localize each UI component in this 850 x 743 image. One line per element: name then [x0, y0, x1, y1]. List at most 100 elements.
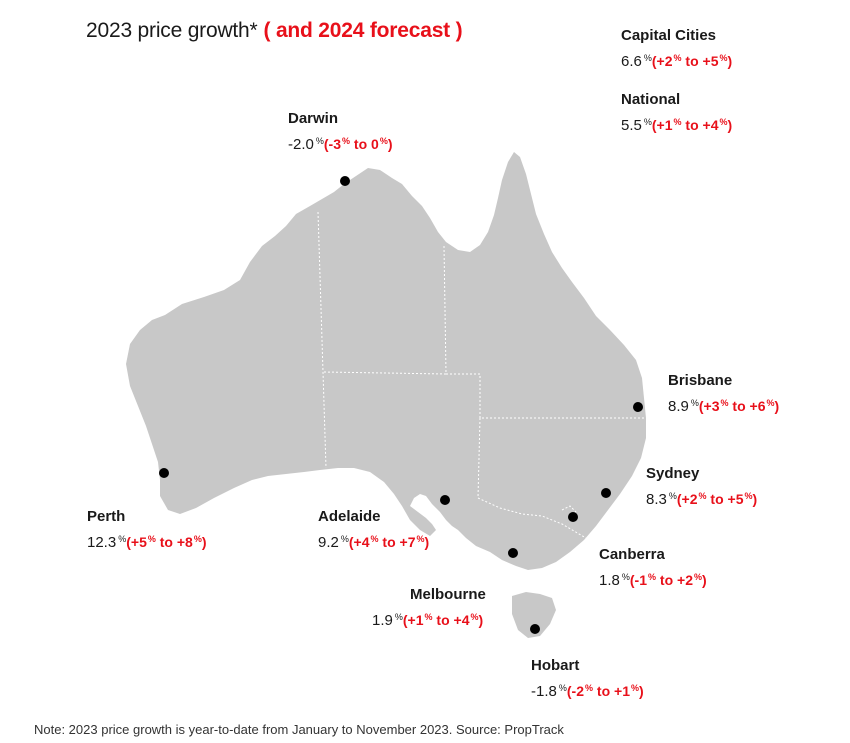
forecast-high: +5	[727, 491, 744, 507]
label-value-line: 5.5 %(+1% to +4%)	[621, 117, 732, 134]
percent-sign: %	[193, 534, 202, 544]
marker-canberra	[568, 512, 578, 522]
range-word: to	[685, 117, 699, 133]
mainland-australia	[126, 152, 646, 570]
growth-value: -2.0	[288, 136, 314, 153]
forecast-low: +5	[130, 534, 147, 550]
percent-sign: %	[585, 683, 594, 693]
growth-value: 6.6	[621, 53, 642, 70]
percent-sign: %	[379, 136, 388, 146]
label-darwin: Darwin -2.0 %(-3% to 0%)	[288, 111, 393, 152]
growth-value: -1.8	[531, 683, 557, 700]
marker-sydney	[601, 488, 611, 498]
marker-adelaide	[440, 495, 450, 505]
percent-sign: %	[648, 572, 657, 582]
percent-sign: %	[643, 117, 652, 127]
label-name: Melbourne	[410, 586, 486, 603]
forecast-range: (+4% to +7%)	[349, 534, 429, 550]
percent-sign: %	[370, 534, 379, 544]
percent-sign: %	[315, 136, 324, 146]
forecast-range: (-1% to +2%)	[630, 572, 707, 588]
forecast-low: +3	[703, 398, 720, 414]
forecast-range: (+3% to +6%)	[699, 398, 779, 414]
label-value-line: 8.3 %(+2% to +5%)	[646, 491, 757, 508]
paren-open: (	[126, 534, 131, 550]
forecast-range: (-2% to +1%)	[567, 683, 644, 699]
paren-close: )	[702, 572, 707, 588]
paren-close: )	[201, 534, 207, 550]
forecast-high: +4	[702, 117, 719, 133]
label-brisbane: Brisbane 8.9 %(+3% to +6%)	[668, 373, 779, 414]
forecast-low: +1	[407, 612, 424, 628]
forecast-range: (+1% to +4%)	[652, 117, 732, 133]
forecast-high: +1	[614, 683, 630, 699]
forecast-high: +5	[702, 53, 719, 69]
forecast-low: +4	[353, 534, 370, 550]
forecast-low: +2	[681, 491, 698, 507]
range-word: to	[710, 491, 724, 507]
border-nsw-vic	[477, 497, 587, 539]
percent-sign: %	[766, 398, 775, 408]
summary-national: National 5.5 %(+1% to +4%)	[621, 92, 732, 133]
forecast-range: (+1% to +4%)	[403, 612, 483, 628]
map-title: 2023 price growth*( and 2024 forecast )	[86, 19, 463, 43]
percent-sign: %	[416, 534, 425, 544]
label-name: Canberra	[599, 546, 665, 563]
label-value-line: 8.9 %(+3% to +6%)	[668, 398, 779, 415]
forecast-high: +7	[399, 534, 416, 550]
range-word: to	[382, 534, 396, 550]
paren-close: )	[639, 683, 644, 699]
range-word: to	[436, 612, 450, 628]
label-name: Perth	[87, 508, 126, 525]
percent-sign: %	[621, 572, 630, 582]
percent-sign: %	[424, 612, 433, 622]
paren-close: )	[478, 612, 484, 628]
forecast-low: -2	[571, 683, 584, 699]
tasmania	[512, 592, 556, 638]
range-word: to	[659, 572, 674, 588]
percent-sign: %	[673, 117, 682, 127]
paren-close: )	[424, 534, 430, 550]
label-name: Capital Cities	[621, 27, 717, 44]
marker-melbourne	[508, 548, 518, 558]
label-sydney: Sydney 8.3 %(+2% to +5%)	[646, 466, 757, 507]
forecast-range: (-3% to 0%)	[324, 136, 393, 152]
percent-sign: %	[394, 612, 403, 622]
label-value-line: 1.8 %(-1% to +2%)	[599, 572, 707, 589]
forecast-high: +8	[176, 534, 193, 550]
forecast-high: +4	[453, 612, 470, 628]
paren-close: )	[727, 117, 733, 133]
label-value-line: -1.8 %(-2% to +1%)	[531, 683, 644, 700]
paren-close: )	[727, 53, 733, 69]
percent-sign: %	[744, 491, 753, 501]
percent-sign: %	[340, 534, 349, 544]
marker-brisbane	[633, 402, 643, 412]
forecast-range: (+2% to +5%)	[652, 53, 732, 69]
paren-close: )	[752, 491, 758, 507]
growth-value: 8.9	[668, 398, 689, 415]
label-canberra: Canberra 1.8 %(-1% to +2%)	[599, 547, 707, 588]
percent-sign: %	[643, 53, 652, 63]
range-word: to	[685, 53, 699, 69]
marker-hobart	[530, 624, 540, 634]
growth-value: 12.3	[87, 534, 117, 551]
paren-open: (	[698, 398, 704, 414]
percent-sign: %	[668, 491, 677, 501]
percent-sign: %	[719, 117, 728, 127]
forecast-range: (+2% to +5%)	[677, 491, 757, 507]
percent-sign: %	[342, 136, 351, 146]
border-sa-nsw	[477, 417, 481, 499]
range-word: to	[732, 398, 746, 414]
border-sa-qld	[446, 373, 646, 419]
border-act	[561, 505, 577, 513]
label-perth: Perth 12.3 %(+5% to +8%)	[87, 509, 207, 550]
city-markers	[159, 176, 643, 634]
label-value-line: -2.0 %(-3% to 0%)	[288, 136, 393, 153]
label-name: Sydney	[646, 465, 700, 482]
growth-value: 1.8	[599, 572, 620, 589]
paren-open: (	[566, 683, 572, 699]
percent-sign: %	[147, 534, 156, 544]
growth-value: 8.3	[646, 491, 667, 508]
state-borders	[317, 211, 646, 539]
